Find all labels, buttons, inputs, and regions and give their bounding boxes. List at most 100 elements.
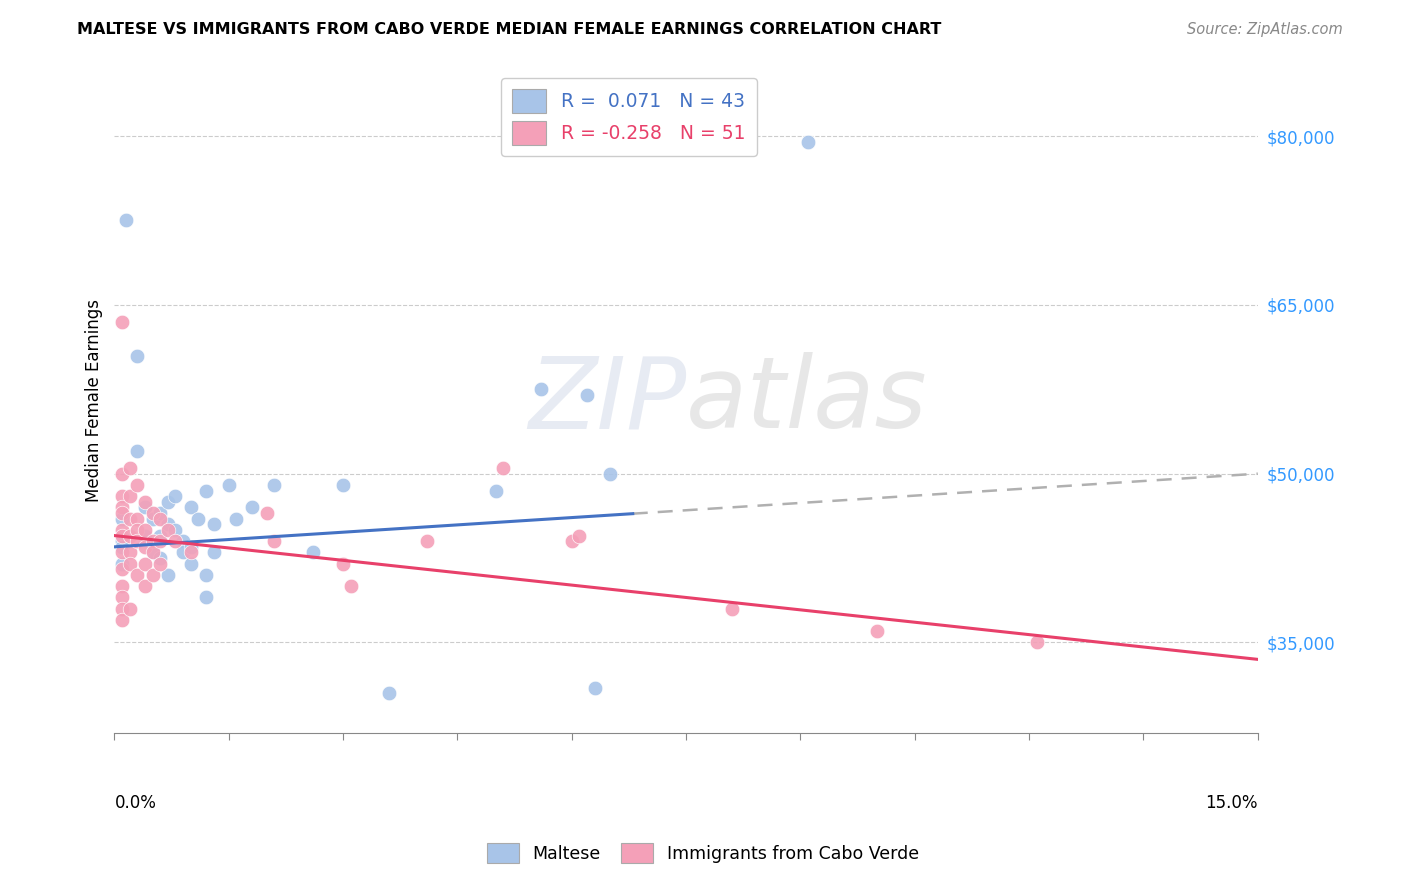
- Point: [156, 517, 179, 532]
- Point: [484, 483, 506, 498]
- Point: [263, 534, 285, 549]
- Point: [339, 579, 361, 593]
- Point: [256, 506, 278, 520]
- Point: [127, 534, 149, 549]
- Point: [194, 591, 217, 605]
- Point: [576, 388, 599, 402]
- Text: atlas: atlas: [686, 352, 928, 449]
- Point: [187, 511, 209, 525]
- Point: [111, 601, 134, 615]
- Point: [141, 511, 163, 525]
- Point: [240, 500, 263, 515]
- Point: [118, 461, 141, 475]
- Point: [1025, 635, 1047, 649]
- Point: [332, 557, 354, 571]
- Point: [416, 534, 439, 549]
- Point: [202, 545, 225, 559]
- Point: [118, 545, 141, 559]
- Point: [866, 624, 889, 639]
- Point: [118, 489, 141, 503]
- Point: [111, 500, 134, 515]
- Point: [332, 478, 354, 492]
- Point: [134, 540, 156, 554]
- Point: [134, 528, 156, 542]
- Point: [156, 523, 179, 537]
- Point: [156, 495, 179, 509]
- Point: [492, 461, 515, 475]
- Point: [127, 478, 149, 492]
- Point: [218, 478, 240, 492]
- Point: [194, 483, 217, 498]
- Point: [111, 613, 134, 627]
- Point: [134, 500, 156, 515]
- Point: [134, 557, 156, 571]
- Point: [149, 511, 172, 525]
- Point: [156, 568, 179, 582]
- Text: ZIP: ZIP: [527, 352, 686, 449]
- Point: [301, 545, 323, 559]
- Point: [378, 686, 401, 700]
- Point: [134, 523, 156, 537]
- Point: [115, 213, 138, 227]
- Point: [127, 511, 149, 525]
- Point: [141, 568, 163, 582]
- Point: [111, 591, 134, 605]
- Point: [721, 601, 744, 615]
- Point: [111, 545, 134, 559]
- Point: [111, 534, 134, 549]
- Point: [599, 467, 621, 481]
- Point: [111, 523, 134, 537]
- Point: [141, 545, 163, 559]
- Point: [118, 511, 141, 525]
- Point: [583, 681, 606, 695]
- Point: [797, 135, 820, 149]
- Point: [127, 444, 149, 458]
- Point: [180, 540, 202, 554]
- Point: [141, 534, 163, 549]
- Point: [111, 315, 134, 329]
- Point: [180, 500, 202, 515]
- Point: [127, 568, 149, 582]
- Point: [118, 528, 141, 542]
- Point: [134, 579, 156, 593]
- Point: [149, 551, 172, 566]
- Point: [111, 579, 134, 593]
- Point: [118, 601, 141, 615]
- Point: [149, 557, 172, 571]
- Legend: R =  0.071   N = 43, R = -0.258   N = 51: R = 0.071 N = 43, R = -0.258 N = 51: [501, 78, 756, 156]
- Point: [263, 478, 285, 492]
- Point: [225, 511, 247, 525]
- Point: [141, 545, 163, 559]
- Point: [111, 540, 134, 554]
- Text: MALTESE VS IMMIGRANTS FROM CABO VERDE MEDIAN FEMALE EARNINGS CORRELATION CHART: MALTESE VS IMMIGRANTS FROM CABO VERDE ME…: [77, 22, 942, 37]
- Point: [141, 506, 163, 520]
- Point: [111, 557, 134, 571]
- Point: [165, 489, 187, 503]
- Point: [180, 557, 202, 571]
- Point: [530, 382, 553, 396]
- Point: [172, 545, 194, 559]
- Point: [149, 506, 172, 520]
- Point: [127, 349, 149, 363]
- Text: Source: ZipAtlas.com: Source: ZipAtlas.com: [1187, 22, 1343, 37]
- Point: [111, 467, 134, 481]
- Point: [194, 568, 217, 582]
- Point: [111, 528, 134, 542]
- Point: [149, 534, 172, 549]
- Point: [165, 534, 187, 549]
- Point: [111, 562, 134, 576]
- Point: [111, 506, 134, 520]
- Point: [118, 557, 141, 571]
- Y-axis label: Median Female Earnings: Median Female Earnings: [86, 299, 103, 502]
- Text: 0.0%: 0.0%: [114, 795, 156, 813]
- Text: 15.0%: 15.0%: [1205, 795, 1258, 813]
- Point: [165, 523, 187, 537]
- Point: [172, 534, 194, 549]
- Point: [134, 495, 156, 509]
- Point: [149, 528, 172, 542]
- Point: [180, 545, 202, 559]
- Point: [111, 511, 134, 525]
- Legend: Maltese, Immigrants from Cabo Verde: Maltese, Immigrants from Cabo Verde: [481, 836, 925, 870]
- Point: [561, 534, 583, 549]
- Point: [127, 523, 149, 537]
